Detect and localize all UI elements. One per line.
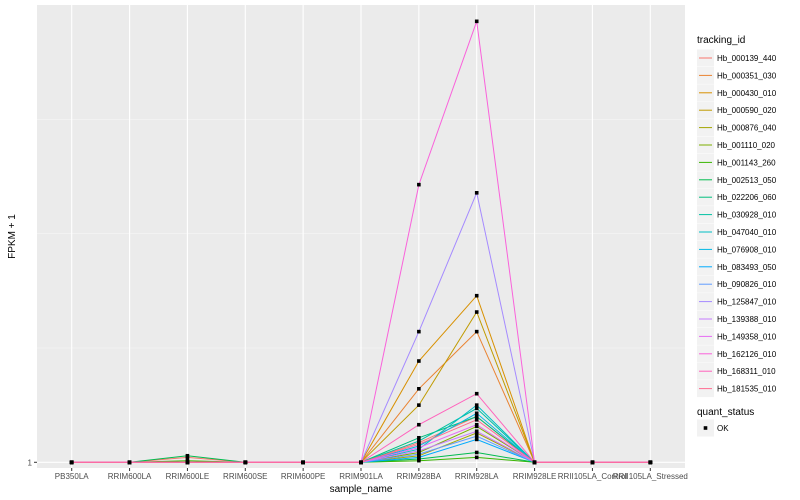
legend-label: Hb_000590_020 bbox=[717, 106, 777, 115]
data-point bbox=[474, 406, 479, 411]
data-point bbox=[417, 442, 421, 447]
x-tick-label: RRIM901LA bbox=[339, 472, 383, 481]
x-tick-label: RRII105LA_Control bbox=[558, 472, 628, 481]
data-point bbox=[474, 437, 479, 442]
data-point bbox=[417, 439, 421, 443]
data-point bbox=[417, 449, 421, 453]
legend-label: Hb_002513_050 bbox=[717, 176, 777, 185]
x-tick-label: RRIM928LE bbox=[513, 472, 557, 481]
legend-label: Hb_149358_010 bbox=[717, 332, 777, 341]
data-point bbox=[417, 182, 421, 187]
data-point bbox=[359, 460, 363, 465]
legend-label: Hb_139388_010 bbox=[717, 315, 777, 324]
legend-label: Hb_090826_010 bbox=[717, 280, 777, 289]
x-tick-label: RRIM928LA bbox=[455, 472, 499, 481]
y-axis-title: FPKM + 1 bbox=[7, 214, 18, 259]
data-points bbox=[69, 19, 653, 465]
data-point bbox=[417, 359, 421, 363]
data-point bbox=[532, 460, 537, 465]
x-tick-label: RRIM600PE bbox=[281, 472, 325, 481]
data-point bbox=[590, 460, 595, 465]
data-point bbox=[474, 422, 479, 427]
data-point bbox=[417, 455, 421, 460]
legend-label: Hb_162126_010 bbox=[717, 350, 777, 359]
data-point bbox=[417, 435, 421, 440]
data-point bbox=[474, 293, 479, 298]
legend-label: Hb_168311_010 bbox=[717, 367, 776, 376]
data-point bbox=[474, 191, 479, 195]
legend-title: tracking_id bbox=[697, 35, 745, 46]
data-point bbox=[474, 414, 479, 419]
x-axis-title: sample_name bbox=[330, 484, 393, 495]
data-point bbox=[474, 329, 479, 334]
legend-label: Hb_000876_040 bbox=[717, 124, 777, 133]
legend-label: OK bbox=[717, 424, 729, 433]
legend-label: Hb_083493_050 bbox=[717, 263, 777, 272]
legend-label: Hb_001143_260 bbox=[717, 158, 776, 167]
data-point bbox=[474, 455, 479, 460]
legend-label: Hb_181535_010 bbox=[717, 385, 777, 394]
data-point bbox=[474, 450, 479, 455]
x-tick-label: RRIM600SE bbox=[223, 472, 267, 481]
legend-quant-status: quant_status OK bbox=[697, 407, 754, 437]
x-tick-label: PB350LA bbox=[55, 472, 89, 481]
data-point bbox=[417, 452, 421, 456]
data-point bbox=[474, 418, 479, 422]
x-axis: PB350LA RRIM600LA RRIM600LE RRIM600SE RRIM60… bbox=[55, 468, 688, 481]
y-axis: 1 bbox=[28, 458, 37, 467]
legend-label: Hb_076908_010 bbox=[717, 245, 777, 254]
data-point bbox=[648, 460, 653, 465]
legend-label: Hb_000351_030 bbox=[717, 71, 777, 80]
data-point bbox=[474, 429, 479, 434]
data-point bbox=[417, 329, 421, 334]
data-point bbox=[243, 460, 248, 465]
data-point bbox=[474, 434, 479, 438]
data-point bbox=[474, 403, 479, 407]
legend-label: Hb_000430_010 bbox=[717, 89, 777, 98]
legend-tracking-id: tracking_id Hb_000139_440 Hb_000351_030 Hb… bbox=[697, 35, 777, 398]
data-point bbox=[417, 403, 421, 407]
legend-label: Hb_030928_010 bbox=[717, 211, 777, 220]
data-point bbox=[185, 460, 190, 465]
data-point bbox=[474, 411, 479, 416]
data-point bbox=[474, 391, 479, 396]
x-tick-label: RRIM928BA bbox=[397, 472, 442, 481]
data-point bbox=[474, 19, 479, 24]
legend-label: Hb_125847_010 bbox=[717, 298, 777, 307]
data-point bbox=[301, 460, 305, 465]
data-point bbox=[185, 453, 190, 458]
legend-swatch bbox=[703, 426, 708, 430]
legend-title-quant-status: quant_status bbox=[697, 407, 754, 418]
legend-label: Hb_000139_440 bbox=[717, 54, 777, 63]
y-tick-label: 1 bbox=[28, 458, 33, 467]
data-point bbox=[417, 445, 421, 450]
x-tick-label: RRII105LA_Stressed bbox=[613, 472, 688, 481]
x-tick-label: RRIM600LA bbox=[108, 472, 152, 481]
data-point bbox=[417, 386, 421, 391]
data-point bbox=[474, 310, 479, 314]
legend-label: Hb_022206_060 bbox=[717, 193, 777, 202]
data-point bbox=[127, 460, 132, 465]
data-point bbox=[69, 460, 74, 465]
data-point bbox=[417, 422, 421, 427]
legend-label: Hb_001110_020 bbox=[717, 141, 776, 150]
x-tick-label: RRIM600LE bbox=[166, 472, 210, 481]
legend-label: Hb_047040_010 bbox=[717, 228, 777, 237]
